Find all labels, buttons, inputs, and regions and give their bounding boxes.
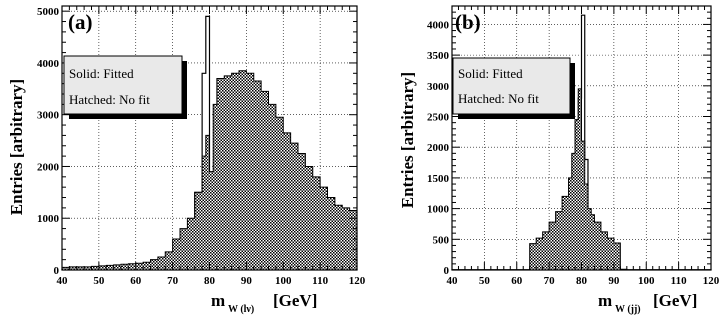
x-tick-label: 100 <box>638 275 655 287</box>
x-tick-label: 110 <box>312 275 328 287</box>
x-tick-label: 50 <box>93 275 105 287</box>
x-axis-title: m W (lν) [GeV] <box>211 291 317 315</box>
series-no-fit <box>61 70 358 270</box>
legend-entry-fitted: Solid: Fitted <box>69 66 134 81</box>
x-tick-label: 80 <box>204 275 216 287</box>
y-tick-label: 0 <box>444 265 450 277</box>
x-axis-label-unit: [GeV] <box>653 291 697 310</box>
y-tick-label: 2500 <box>427 112 450 124</box>
y-tick-label: 3000 <box>37 110 60 122</box>
panel-b: 40 50 60 70 80 90 100 110 120 0 500 1000 1500 2000 250… <box>398 5 720 315</box>
y-tick-label: 2000 <box>427 142 450 154</box>
x-axis-label: m <box>211 291 225 310</box>
panel-a: 40 50 60 70 80 90 100 110 120 0 1000 2000 3000 4000 50… <box>7 5 366 315</box>
y-tick-label: 500 <box>433 234 450 246</box>
legend: Solid: Fitted Hatched: No fit <box>63 55 187 119</box>
x-tick-label: 100 <box>275 275 292 287</box>
x-tick-label: 120 <box>703 275 720 287</box>
x-tick-label: 40 <box>57 275 69 287</box>
x-tick-label: 70 <box>544 275 556 287</box>
y-tick-label: 4000 <box>427 19 450 31</box>
y-tick-label: 4000 <box>37 58 60 70</box>
plot-area: 40 50 60 70 80 90 100 110 120 0 1000 2000 3000 4000 50… <box>37 5 366 287</box>
plot-area: 40 50 60 70 80 90 100 110 120 0 500 1000 1500 2000 250… <box>427 5 720 287</box>
x-axis-label-subscript: W (lν) <box>228 304 254 315</box>
legend-entry-no-fit: Hatched: No fit <box>458 91 539 106</box>
y-tick-label: 1000 <box>37 213 60 225</box>
legend-box <box>452 57 571 115</box>
y-tick-label: 3000 <box>427 81 450 93</box>
legend: Solid: Fitted Hatched: No fit <box>452 57 575 119</box>
y-tick-label: 0 <box>54 265 60 277</box>
x-axis-title: m W (jj) [GeV] <box>598 291 697 315</box>
x-tick-label: 120 <box>349 275 366 287</box>
panel-label: (b) <box>455 10 481 34</box>
x-axis-label-unit: [GeV] <box>273 291 317 310</box>
x-axis-label: m <box>598 291 612 310</box>
x-tick-label: 80 <box>576 275 588 287</box>
x-tick-label: 110 <box>671 275 687 287</box>
y-tick-label: 1500 <box>427 173 450 185</box>
x-tick-label: 40 <box>447 275 459 287</box>
y-tick-label: 2000 <box>37 161 60 173</box>
y-axis-label: Entries [arbitrary] <box>398 72 417 208</box>
x-tick-label: 60 <box>130 275 142 287</box>
panel-label: (a) <box>68 10 93 34</box>
ticks <box>451 5 712 271</box>
x-tick-label: 90 <box>608 275 620 287</box>
y-tick-label: 3500 <box>427 50 450 62</box>
x-axis-label-subscript: W (jj) <box>615 304 641 315</box>
legend-entry-fitted: Solid: Fitted <box>458 66 523 81</box>
x-tick-label: 70 <box>167 275 179 287</box>
legend-entry-no-fit: Hatched: No fit <box>69 92 150 107</box>
x-tick-label: 50 <box>479 275 491 287</box>
legend-box <box>63 55 183 115</box>
y-axis-label: Entries [arbitrary] <box>7 79 26 215</box>
x-tick-label: 90 <box>241 275 253 287</box>
y-tick-label: 1000 <box>427 204 450 216</box>
x-tick-label: 60 <box>511 275 523 287</box>
y-tick-label: 5000 <box>37 6 60 18</box>
